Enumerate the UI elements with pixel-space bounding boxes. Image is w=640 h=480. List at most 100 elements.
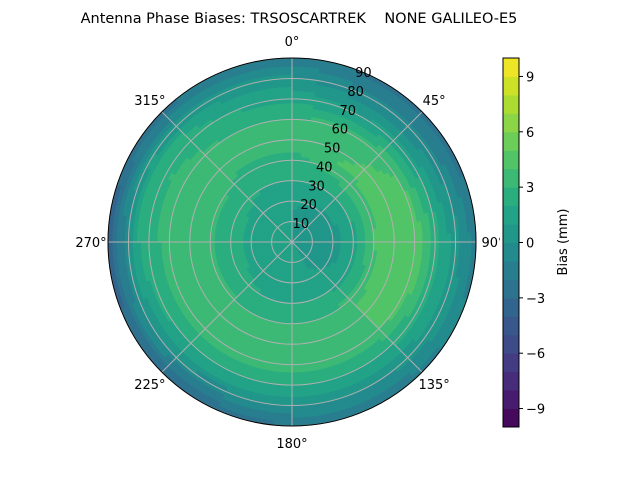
contour-cell [197, 231, 203, 238]
contour-cell [189, 236, 195, 243]
contour-cell [173, 241, 178, 249]
contour-cell [287, 155, 293, 161]
contour-cell [177, 241, 183, 249]
contour-cell [288, 307, 293, 312]
contour-cell [284, 106, 293, 112]
contour-cell [426, 241, 432, 250]
contour-cell [286, 339, 293, 345]
contour-cell [152, 234, 158, 243]
contour-cell [169, 235, 174, 243]
contour-cell [291, 323, 297, 329]
contour-cell [291, 392, 301, 398]
contour-cell [181, 241, 187, 249]
contour-cell [283, 396, 293, 402]
contour-cell [369, 237, 375, 243]
contour-cell [291, 409, 302, 415]
contour-cell [160, 234, 166, 243]
contour-cell [385, 231, 391, 238]
contour-cell [197, 236, 203, 243]
contour-cell [352, 238, 358, 243]
contour-cell [286, 331, 293, 337]
contour-cell [291, 315, 297, 320]
contour-cell [357, 241, 362, 246]
contour-cell [282, 151, 288, 157]
contour-cell [132, 241, 138, 251]
contour-cell [287, 319, 293, 325]
contour-cell [284, 368, 293, 374]
contour-cell [205, 237, 211, 243]
contour-cell [438, 241, 444, 251]
contour-cell [282, 409, 293, 415]
contour-cell [381, 246, 387, 253]
contour-cell [218, 237, 223, 243]
contour-cell [361, 241, 366, 247]
contour-cell [284, 376, 293, 382]
contour-cell [281, 143, 288, 149]
contour-cell [285, 360, 293, 365]
contour-cell [286, 327, 293, 333]
contour-cell [357, 238, 362, 243]
contour-cell [410, 241, 415, 249]
contour-cell [283, 388, 293, 394]
contour-cell [360, 233, 366, 239]
contour-cell [369, 241, 375, 247]
contour-cell [214, 245, 220, 251]
contour-cell [356, 234, 362, 239]
contour-cell [291, 376, 300, 382]
contour-cell [193, 236, 199, 243]
contour-cell [442, 241, 448, 251]
contour-cell [291, 319, 297, 325]
contour-cell [283, 90, 293, 96]
contour-cell [283, 168, 289, 174]
contour-cell [406, 235, 411, 243]
contour-cell [291, 139, 298, 145]
contour-cell [209, 237, 215, 243]
contour-cell [197, 246, 203, 253]
contour-cell [286, 139, 293, 145]
contour-cell [284, 102, 293, 108]
contour-cell [140, 233, 146, 243]
contour-cell [426, 234, 432, 243]
contour-cell [284, 110, 293, 116]
contour-cell [291, 356, 299, 361]
contour-cell [285, 347, 293, 353]
contour-cell [385, 236, 391, 243]
contour-cell [295, 310, 301, 316]
contour-cell [438, 233, 444, 243]
contour-cell [226, 238, 232, 243]
contour-cell [291, 123, 299, 128]
contour-cell [283, 86, 293, 92]
contour-cell [291, 368, 300, 374]
contour-cell [291, 172, 296, 177]
contour-cell [291, 110, 300, 116]
contour-cell [296, 335, 303, 341]
chart-title: Antenna Phase Biases: TRSOSCARTREK NONE … [81, 11, 518, 27]
contour-cell [201, 232, 207, 238]
contour-cell [446, 241, 452, 251]
contour-cell [291, 302, 296, 308]
contour-cell [285, 123, 293, 128]
contour-cell [291, 335, 298, 341]
contour-cell [291, 372, 300, 378]
contour-cell [286, 335, 293, 341]
contour-cell [287, 315, 293, 320]
contour-cell [226, 241, 232, 246]
contour-cell [296, 331, 303, 337]
contour-cell [406, 241, 411, 249]
contour-cell [286, 151, 293, 157]
contour-cell [218, 241, 223, 247]
contour-cell [364, 233, 370, 239]
contour-cell [283, 164, 289, 170]
contour-cell [288, 302, 293, 308]
contour-cell [291, 388, 301, 394]
contour-cell [218, 245, 224, 251]
contour-cell [152, 241, 158, 250]
contour-cell [197, 241, 203, 248]
contour-cell [288, 172, 293, 177]
contour-cell [291, 155, 297, 161]
contour-cell [284, 372, 293, 378]
contour-cell [377, 232, 383, 238]
contour-cell [446, 233, 452, 243]
contour-cell [385, 241, 391, 248]
contour-cell [286, 147, 293, 153]
